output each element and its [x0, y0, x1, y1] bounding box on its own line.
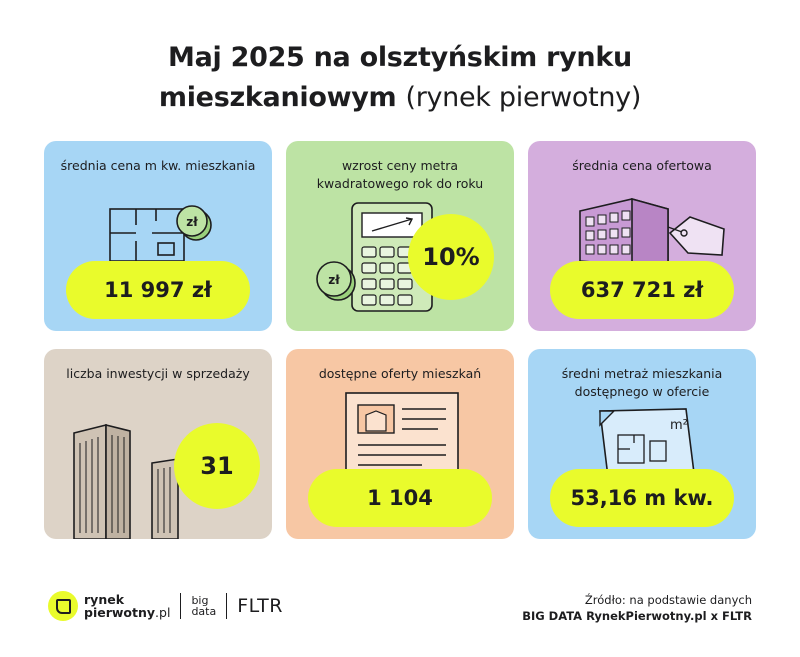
card-avg-apartment-size: średni metraż mieszkania dostępnego w of… — [528, 349, 756, 539]
listing-document-icon — [345, 392, 459, 476]
card-yoy-growth: wzrost ceny metra kwadratowego rok do ro… — [286, 141, 514, 331]
card-investments-for-sale: liczba inwestycji w sprzedaży 31 — [44, 349, 272, 539]
value-pill: 53,16 m kw. — [550, 469, 734, 527]
fltr-logo: FLTR — [237, 595, 283, 617]
rynekpierwotny-logo-icon — [48, 591, 78, 621]
source-line-2: BIG DATA RynekPierwotny.pl x FLTR — [522, 609, 752, 623]
footer-logos: rynek pierwotny.pl big data FLTR — [48, 591, 283, 621]
card-label: średni metraż mieszkania dostępnego w of… — [561, 366, 723, 399]
value-pill: 10% — [408, 214, 494, 300]
card-available-offers: dostępne oferty mieszkań 1 104 — [286, 349, 514, 539]
card-avg-price-sqm: średnia cena m kw. mieszkania zł 11 997 … — [44, 141, 272, 331]
rynekpierwotny-logo-text: rynek pierwotny.pl — [84, 593, 170, 619]
bigdata-line-1: big — [191, 594, 209, 607]
divider — [226, 593, 228, 619]
card-avg-offer-price: średnia cena ofertowa 637 721 zł — [528, 141, 756, 331]
card-label: liczba inwestycji w sprzedaży — [66, 366, 250, 381]
divider — [180, 593, 182, 619]
value-pill: 11 997 zł — [66, 261, 250, 319]
skyscrapers-icon — [73, 423, 179, 539]
floor-plan-coin-icon: zł — [109, 205, 212, 262]
card-label: średnia cena m kw. mieszkania — [60, 158, 256, 173]
source-note: Źródło: na podstawie danych BIG DATA Ryn… — [522, 592, 752, 624]
calculator-coin-icon: zł — [316, 202, 433, 312]
logo-line-2: pierwotny — [84, 605, 156, 620]
bigdata-logo: big data — [191, 595, 216, 617]
card-label: średnia cena ofertowa — [572, 158, 712, 173]
card-label: wzrost ceny metra kwadratowego rok do ro… — [316, 158, 484, 191]
building-price-tag-icon — [579, 197, 725, 266]
logo-line-1: rynek — [84, 592, 125, 607]
coin-text: zł — [328, 273, 340, 287]
coin-text: zł — [186, 215, 198, 229]
value-pill: 1 104 — [308, 469, 492, 527]
title-line-2: mieszkaniowym — [158, 82, 397, 113]
title-line-1: Maj 2025 na olsztyńskim rynku — [168, 42, 632, 73]
title-subtitle: (rynek pierwotny) — [405, 82, 642, 113]
page-title: Maj 2025 na olsztyńskim rynku mieszkanio… — [0, 38, 800, 118]
value-pill: 31 — [174, 423, 260, 509]
bigdata-line-2: data — [191, 605, 217, 618]
source-line-1: Źródło: na podstawie danych — [584, 593, 752, 607]
card-label: dostępne oferty mieszkań — [318, 366, 482, 381]
logo-suffix: .pl — [155, 605, 171, 620]
value-pill: 637 721 zł — [550, 261, 734, 319]
sheet-text: m² — [670, 418, 688, 433]
